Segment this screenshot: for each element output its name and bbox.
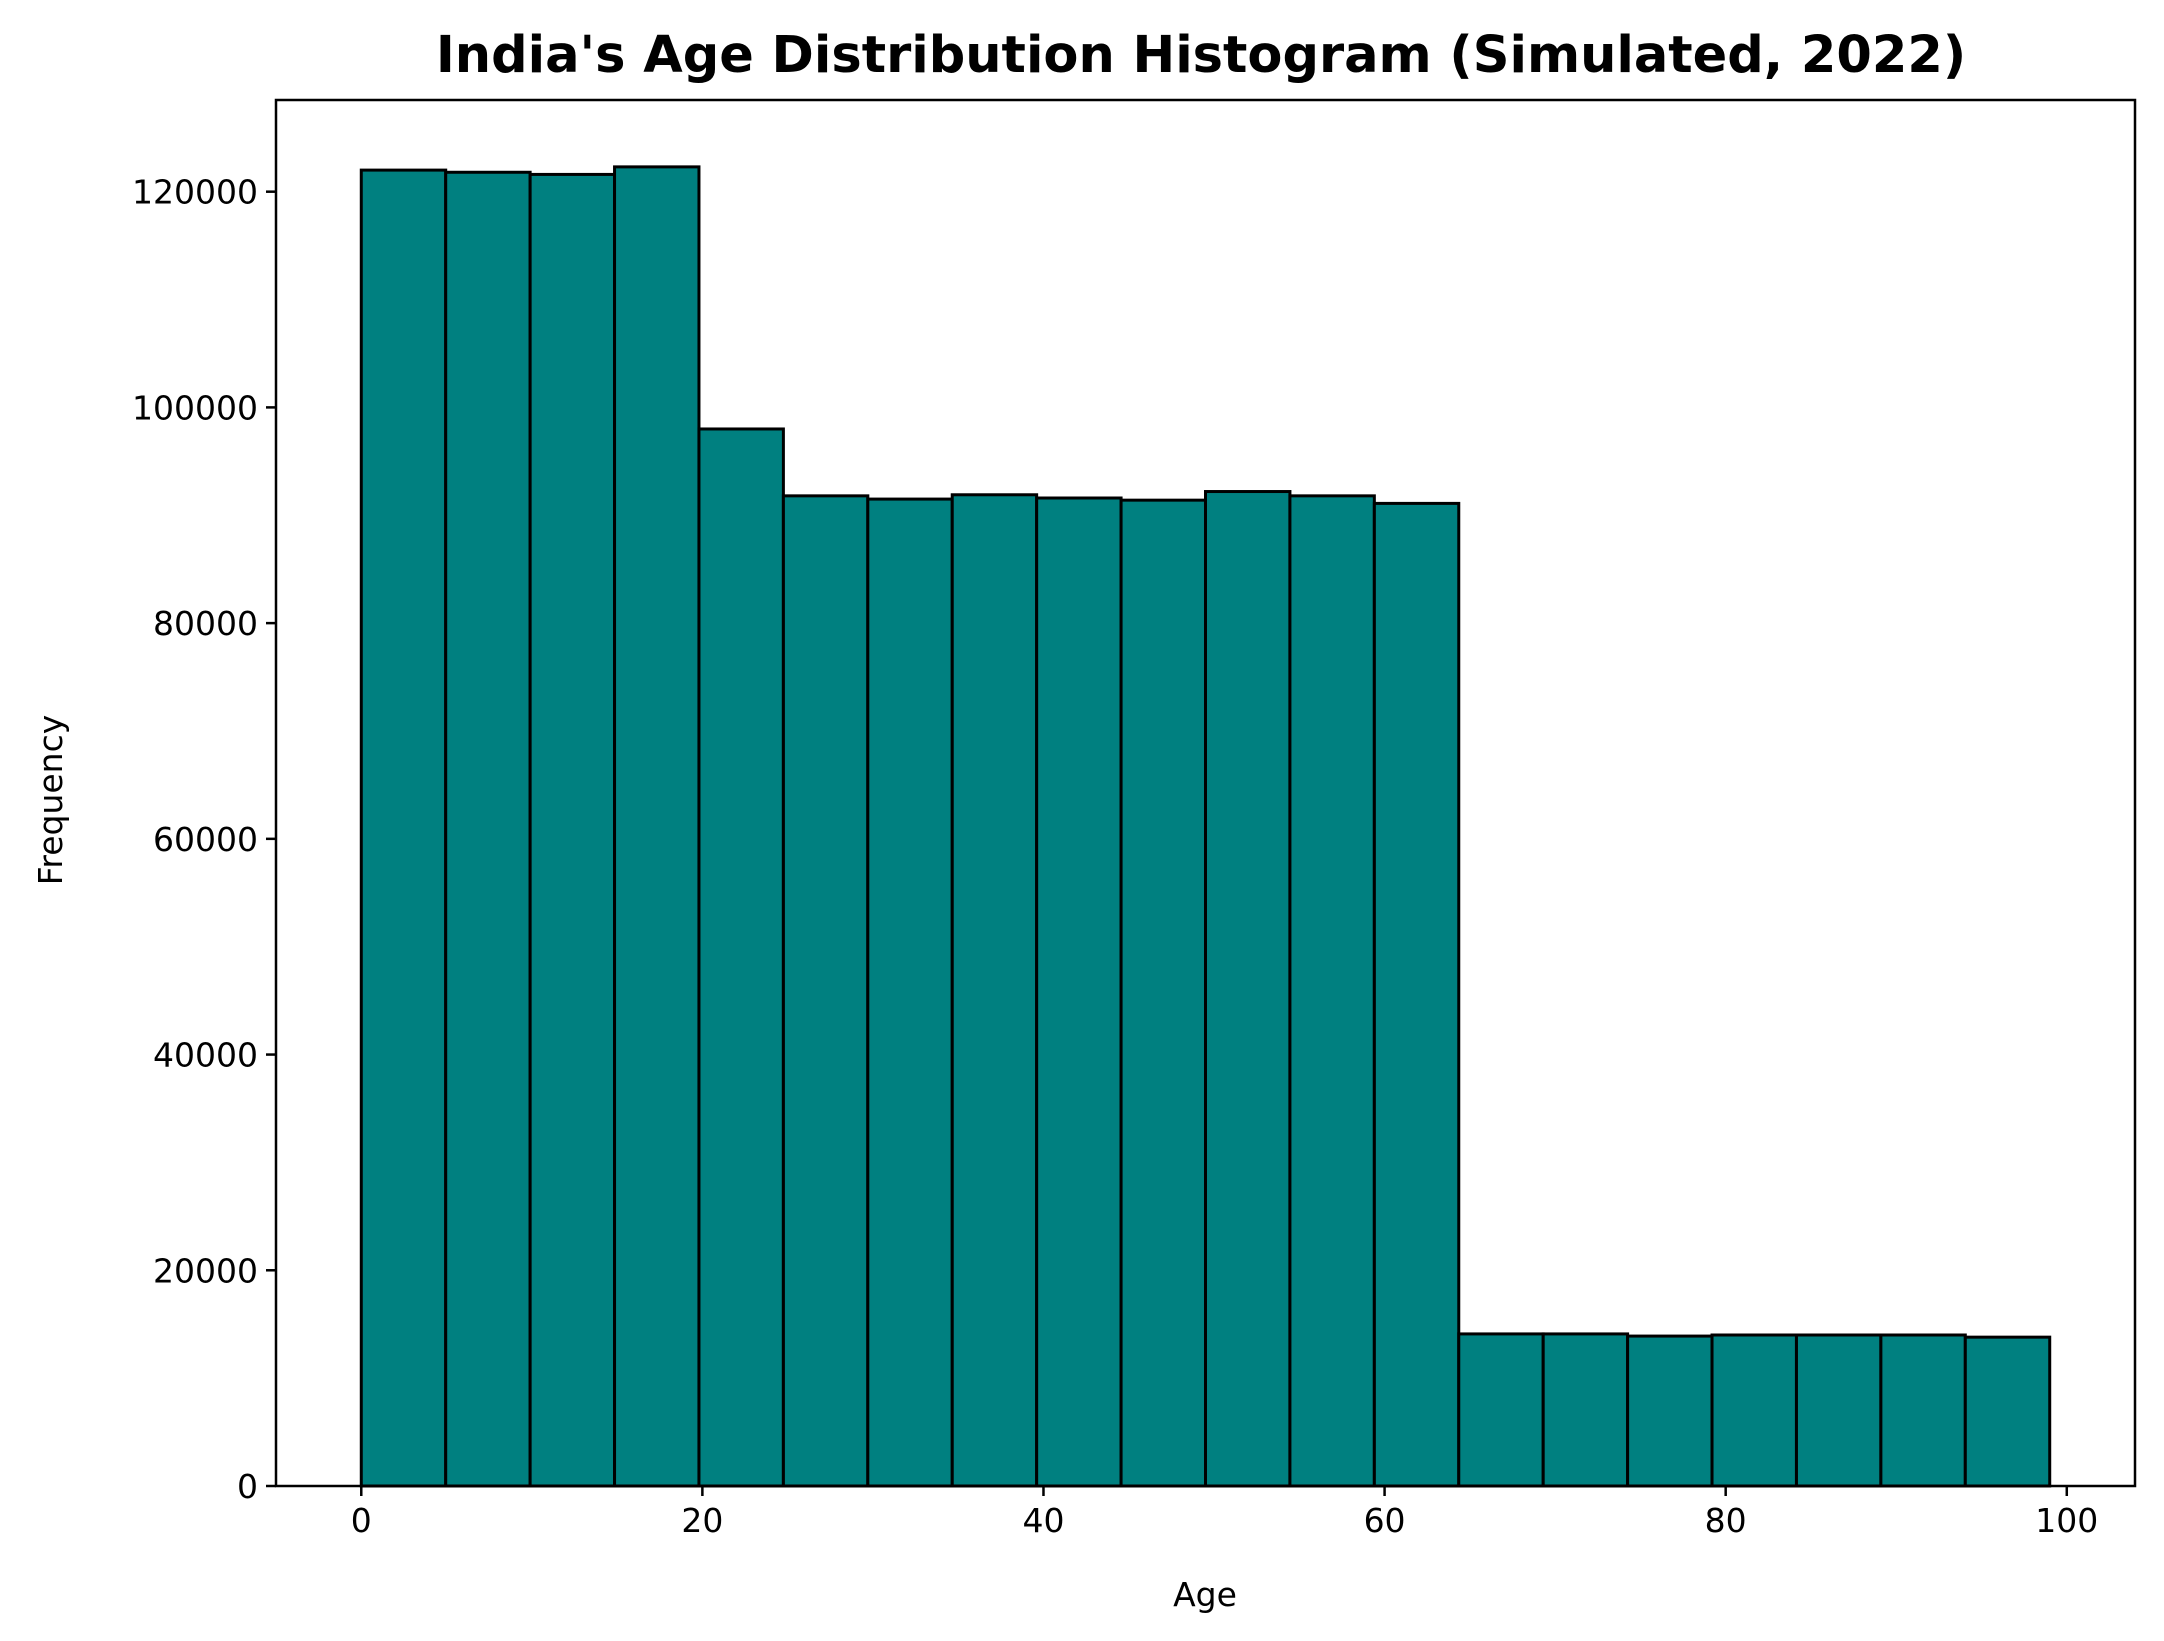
histogram-bar-6 <box>866 497 954 1488</box>
x-tick-label: 40 <box>1022 1501 1064 1540</box>
y-axis-label: Frequency <box>31 715 70 885</box>
histogram-bar-5 <box>781 494 870 1488</box>
histogram-bar-9 <box>1119 498 1207 1488</box>
y-tick-label: 20000 <box>153 1251 258 1290</box>
x-tick-label: 60 <box>1364 1501 1406 1540</box>
y-tick-label: 80000 <box>153 604 258 643</box>
histogram-bar-8 <box>1035 496 1123 1488</box>
x-axis: 0 20 40 60 80 100 <box>351 1486 2098 1540</box>
bars-group <box>359 165 2052 1488</box>
x-tick-label: 0 <box>351 1501 372 1540</box>
x-axis-label: Age <box>1173 1575 1237 1614</box>
y-tick-label: 40000 <box>153 1036 258 1075</box>
y-tick-label: 60000 <box>153 820 258 859</box>
y-tick-label: 120000 <box>132 173 258 212</box>
histogram-bar-15 <box>1626 1334 1714 1488</box>
histogram-bar-19 <box>1963 1335 2052 1488</box>
y-tick-label: 100000 <box>132 388 258 427</box>
histogram-bar-2 <box>528 172 617 1488</box>
x-tick-label: 80 <box>1705 1501 1747 1540</box>
histogram-bar-18 <box>1879 1333 1967 1488</box>
histogram-bar-7 <box>950 493 1039 1488</box>
plot-frame <box>274 98 2137 1488</box>
histogram-bar-12 <box>1372 501 1461 1488</box>
histogram-bar-14 <box>1541 1332 1630 1488</box>
x-tick-label: 100 <box>2035 1501 2098 1540</box>
y-tick-label: 0 <box>237 1467 258 1506</box>
y-axis: 0 20000 40000 60000 80000 100000 120000 <box>132 173 276 1506</box>
x-tick-label: 20 <box>681 1501 723 1540</box>
histogram-bar-17 <box>1794 1333 1883 1488</box>
histogram-bar-13 <box>1457 1332 1545 1488</box>
histogram-bar-4 <box>697 427 785 1488</box>
histogram-bar-1 <box>444 170 532 1488</box>
histogram-bar-11 <box>1288 494 1376 1488</box>
histogram-bar-3 <box>613 165 701 1488</box>
histogram-bar-10 <box>1204 490 1292 1488</box>
histogram-bar-16 <box>1710 1333 1798 1488</box>
histogram-bar-0 <box>359 168 448 1488</box>
chart-title: India's Age Distribution Histogram (Simu… <box>436 26 1966 85</box>
